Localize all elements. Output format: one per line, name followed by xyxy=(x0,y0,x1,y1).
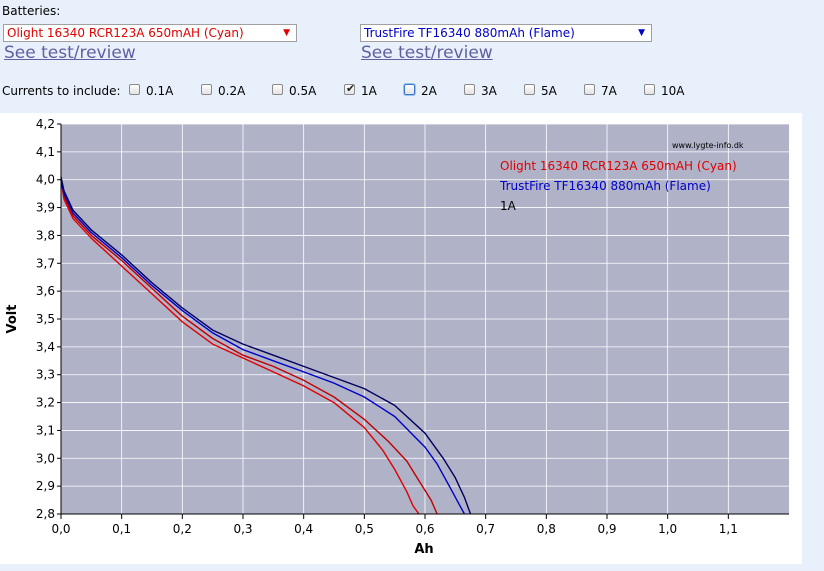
checkbox-label: 3A xyxy=(481,84,497,98)
checkbox-box[interactable] xyxy=(272,84,283,95)
y-tick-label: 3,4 xyxy=(36,340,55,354)
x-axis-label: Ah xyxy=(414,542,433,557)
series-lines xyxy=(60,176,472,515)
series-line-3 xyxy=(60,176,472,515)
y-tick-label: 3,2 xyxy=(36,396,55,410)
x-tick-label: 0,7 xyxy=(476,522,495,536)
x-tick-label: 0,0 xyxy=(51,522,70,536)
discharge-chart: 2,8 2,9 3,0 3,1 3,2 3,3 3,4 3,5 3,6 3,7 3,8 3,9 4,0 4… xyxy=(0,113,802,564)
x-tick-label: 0,3 xyxy=(233,522,252,536)
checkbox-box[interactable] xyxy=(201,84,212,95)
x-tick-label: 0,5 xyxy=(355,522,374,536)
legend-entry-current: 1A xyxy=(500,199,517,213)
y-tick-labels: 2,8 2,9 3,0 3,1 3,2 3,3 3,4 3,5 3,6 3,7 3,8 3,9 4,0 4… xyxy=(36,117,61,521)
battery1-select[interactable]: Olight 16340 RCR123A 650mAH (Cyan) ▼ xyxy=(3,24,297,42)
x-tick-label: 1,0 xyxy=(658,522,677,536)
x-tick-label: 0,4 xyxy=(294,522,313,536)
y-tick-label: 3,9 xyxy=(36,201,55,215)
y-tick-label: 3,6 xyxy=(36,284,55,298)
checkbox-label: 0.5A xyxy=(289,84,317,98)
y-axis-label: Volt xyxy=(5,305,20,334)
checkbox-box[interactable]: ✔ xyxy=(344,82,356,95)
legend-entry-battery2: TrustFire TF16340 880mAh (Flame) xyxy=(499,179,711,193)
checkbox-box[interactable] xyxy=(524,84,535,95)
y-tick-label: 3,0 xyxy=(36,451,55,465)
x-tick-labels: 0,0 0,1 0,2 0,3 0,4 0,5 0,6 0,7 0,8 0,9 1,0 1,1 xyxy=(51,514,738,536)
batteries-label: Batteries: xyxy=(2,4,61,18)
x-tick-label: 0,1 xyxy=(112,522,131,536)
checkbox-label: 0.1A xyxy=(146,84,174,98)
y-tick-label: 3,8 xyxy=(36,228,55,242)
checkbox-label: 10A xyxy=(661,84,685,98)
x-tick-label: 0,8 xyxy=(537,522,556,536)
checkbox-box[interactable] xyxy=(464,84,475,95)
x-tick-label: 0,2 xyxy=(173,522,192,536)
watermark: www.lygte-info.dk xyxy=(672,141,744,150)
checkbox-label: 0.2A xyxy=(218,84,246,98)
y-tick-label: 4,2 xyxy=(36,117,55,131)
checkbox-box[interactable] xyxy=(584,84,595,95)
y-tick-label: 4,1 xyxy=(36,145,55,159)
y-tick-label: 2,8 xyxy=(36,507,55,521)
battery2-review-link[interactable]: See test/review xyxy=(361,43,493,63)
dropdown-arrow-icon: ▼ xyxy=(283,28,290,38)
battery2-selected-value: TrustFire TF16340 880mAh (Flame) xyxy=(364,26,575,40)
checkbox-label: 1A xyxy=(361,84,377,98)
y-tick-label: 3,1 xyxy=(36,423,55,437)
x-tick-label: 1,1 xyxy=(719,522,738,536)
checkbox-box[interactable] xyxy=(129,84,140,95)
y-tick-label: 3,5 xyxy=(36,312,55,326)
checkbox-label: 7A xyxy=(601,84,617,98)
series-line-0 xyxy=(60,179,420,515)
y-tick-label: 2,9 xyxy=(36,479,55,493)
y-tick-label: 3,7 xyxy=(36,256,55,270)
battery1-review-link[interactable]: See test/review xyxy=(4,43,136,63)
series-line-1 xyxy=(60,179,438,515)
battery2-select[interactable]: TrustFire TF16340 880mAh (Flame) ▼ xyxy=(360,24,652,42)
x-tick-label: 0,9 xyxy=(597,522,616,536)
checkbox-box[interactable] xyxy=(404,84,415,95)
y-tick-label: 3,3 xyxy=(36,368,55,382)
legend-entry-battery1: Olight 16340 RCR123A 650mAH (Cyan) xyxy=(500,159,737,173)
discharge-chart-svg: 2,8 2,9 3,0 3,1 3,2 3,3 3,4 3,5 3,6 3,7 3,8 3,9 4,0 4… xyxy=(0,113,802,564)
checkmark-icon: ✔ xyxy=(346,82,356,95)
dropdown-arrow-icon: ▼ xyxy=(638,28,645,38)
series-line-2 xyxy=(60,179,466,515)
y-tick-label: 4,0 xyxy=(36,173,55,187)
checkbox-label: 5A xyxy=(541,84,557,98)
checkbox-box[interactable] xyxy=(644,84,655,95)
currents-label: Currents to include: xyxy=(2,84,121,98)
battery1-selected-value: Olight 16340 RCR123A 650mAH (Cyan) xyxy=(7,26,244,40)
checkbox-label: 2A xyxy=(421,84,437,98)
x-tick-label: 0,6 xyxy=(415,522,434,536)
